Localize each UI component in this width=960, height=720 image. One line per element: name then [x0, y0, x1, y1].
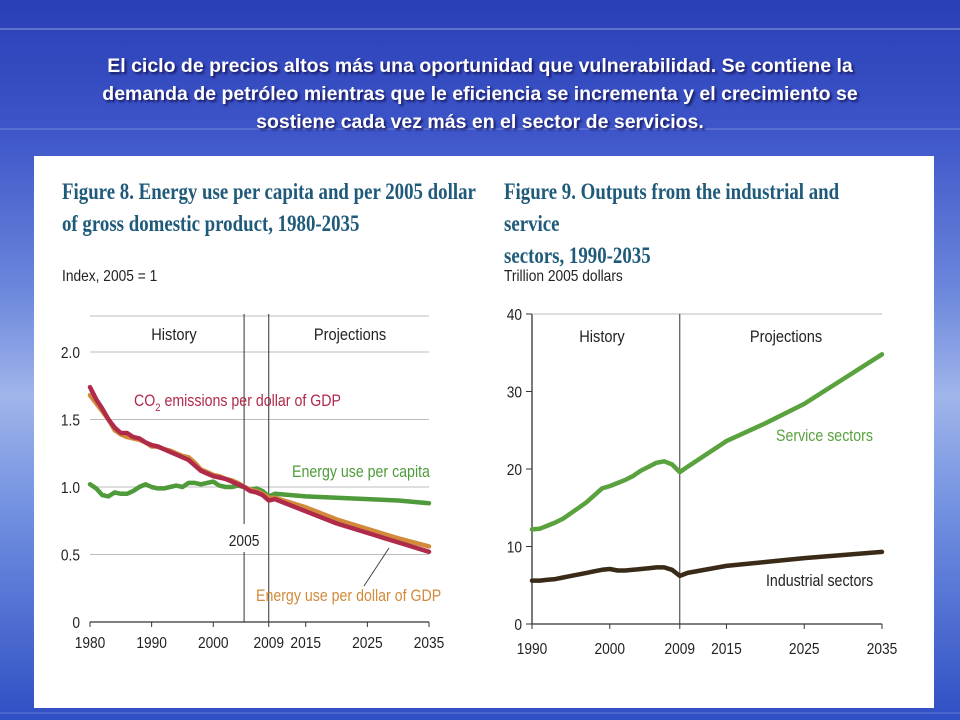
figure-8-ylabel: Index, 2005 = 1 — [62, 268, 158, 285]
figure-9-chart: 0 10 20 30 40 1990 2000 2009 2015 2025 2035 History… — [507, 306, 898, 658]
slide-title: El ciclo de precios altos más una oportu… — [20, 52, 940, 136]
y-tick-label: 2.0 — [61, 344, 80, 362]
x-tick-label: 2009 — [253, 634, 284, 652]
y-tick-label: 1.5 — [61, 412, 80, 430]
series-line-service-sectors — [529, 352, 885, 532]
figure-9-ylabel: Trillion 2005 dollars — [504, 268, 623, 285]
y-tick-label: 1.0 — [61, 479, 80, 497]
projections-label: Projections — [314, 326, 386, 344]
series-line-co2-emissions-per-dollar-of-gdp — [87, 384, 432, 555]
figure-9-title: Figure 9. Outputs from the industrial an… — [504, 176, 857, 272]
x-tick-label: 2009 — [664, 640, 695, 658]
energy-per-gdp-leader-line — [363, 547, 390, 587]
slide-title-line-2: demanda de petróleo mientras que le efic… — [102, 83, 858, 105]
marker-2005-label: 2005 — [229, 532, 260, 550]
x-tick-label: 2015 — [290, 634, 321, 652]
x-tick-label: 1980 — [75, 634, 106, 652]
y-tick-label: 0 — [72, 614, 80, 632]
figure-8-title-line-1: Figure 8. Energy use per capita and per … — [62, 179, 476, 204]
x-tick-label: 2035 — [414, 634, 445, 652]
history-label: History — [151, 326, 197, 344]
x-tick-label: 1990 — [136, 634, 167, 652]
x-tick-label: 2025 — [789, 640, 820, 658]
history-label: History — [579, 328, 625, 346]
series-label-industrial-sectors: Industrial sectors — [766, 572, 873, 590]
series-label-service-sectors: Service sectors — [776, 427, 873, 445]
figure-8-chart: 0 0.5 1.0 1.5 2.0 1980 1990 2000 2009 2015 2025 203… — [61, 314, 445, 652]
series-label-energy-per-capita: Energy use per capita — [292, 463, 430, 481]
slide-title-line-1: El ciclo de precios altos más una oportu… — [107, 55, 853, 77]
x-tick-label: 2015 — [711, 640, 742, 658]
figure-8-title: Figure 8. Energy use per capita and per … — [62, 176, 476, 240]
x-tick-label: 2035 — [867, 640, 898, 658]
figure-9-title-line-1: Figure 9. Outputs from the industrial an… — [504, 179, 840, 236]
x-tick-label: 2000 — [198, 634, 229, 652]
projections-label: Projections — [750, 328, 822, 346]
slide-title-line-3: sostiene cada vez más en el sector de se… — [256, 111, 704, 133]
y-tick-label: 20 — [507, 461, 522, 479]
y-tick-label: 0 — [514, 616, 522, 634]
x-tick-label: 2000 — [594, 640, 625, 658]
figure-9-title-line-2: sectors, 1990-2035 — [504, 243, 651, 268]
series-label-co2-emissions: CO2 emissions per dollar of GDP — [134, 392, 341, 414]
y-tick-label: 40 — [507, 306, 522, 324]
y-tick-label: 30 — [507, 384, 522, 402]
x-tick-label: 1990 — [517, 640, 548, 658]
series-label-energy-per-gdp: Energy use per dollar of GDP — [256, 587, 441, 605]
x-tick-label: 2025 — [352, 634, 383, 652]
y-tick-label: 10 — [507, 539, 522, 557]
figures-panel: Figure 8. Energy use per capita and per … — [34, 156, 934, 708]
y-tick-label: 0.5 — [61, 547, 80, 565]
series-line-industrial-sectors — [529, 549, 885, 583]
figure-8-title-line-2: of gross domestic product, 1980-2035 — [62, 211, 360, 236]
